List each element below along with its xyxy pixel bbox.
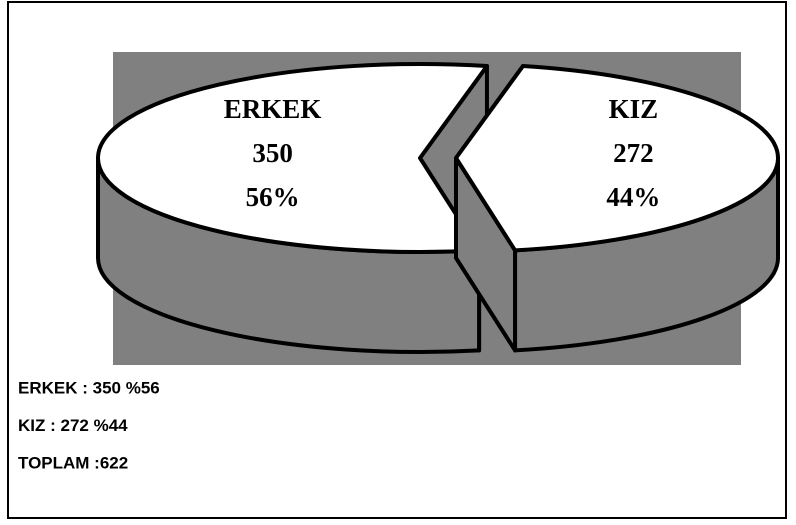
slice xyxy=(96,62,489,254)
slice-label: ERKEK xyxy=(224,94,322,124)
note: ERKEK : 350 %56 xyxy=(18,378,160,397)
slice-label: KIZ xyxy=(609,94,659,124)
slice-percent: 44% xyxy=(606,182,660,212)
note: TOPLAM :622 xyxy=(18,453,128,472)
slice xyxy=(453,64,780,253)
slice-percent: 56% xyxy=(246,182,300,212)
note: KIZ : 272 %44 xyxy=(18,416,128,435)
slice-value: 350 xyxy=(252,138,293,168)
slice-value: 272 xyxy=(613,138,654,168)
